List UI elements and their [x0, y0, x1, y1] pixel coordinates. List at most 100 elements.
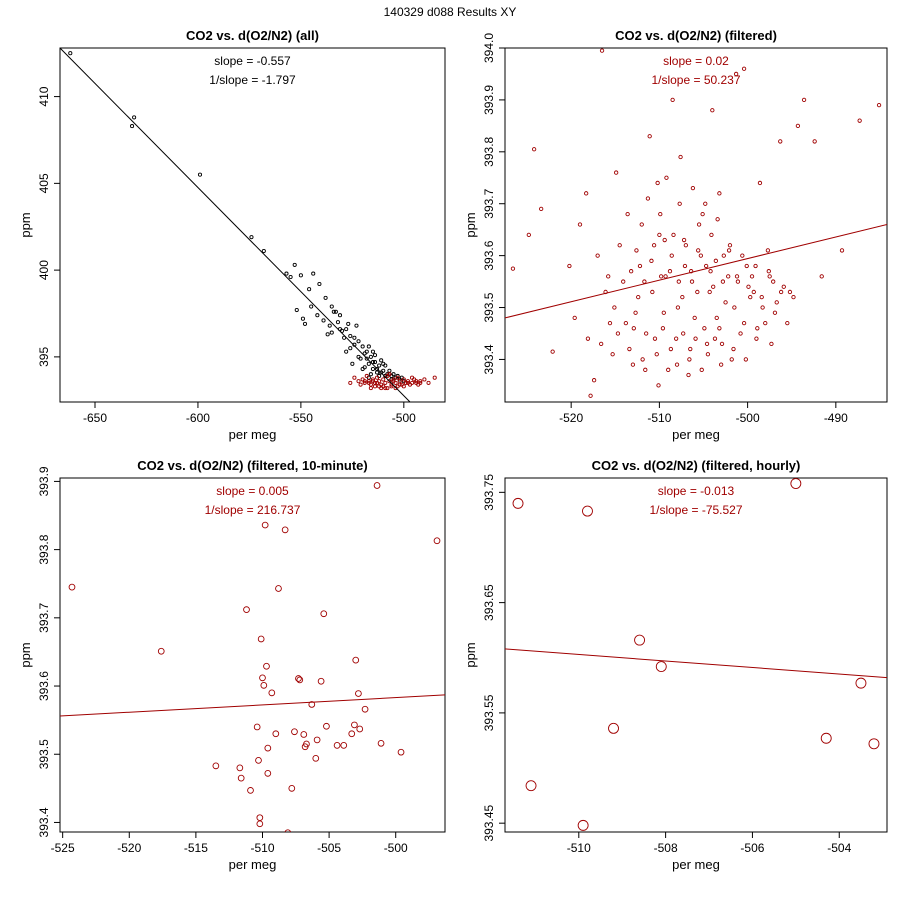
data-point-filtered-10min — [259, 674, 266, 682]
data-point-filtered — [410, 375, 415, 380]
data-point-filtered — [666, 367, 671, 372]
data-point-filtered-10min — [236, 764, 244, 772]
data-point-filtered-10min — [355, 690, 362, 697]
data-point-filtered-10min — [261, 521, 269, 529]
y-axis-label: ppm — [18, 642, 33, 667]
data-point-filtered — [791, 294, 796, 300]
data-point-filtered — [577, 222, 583, 227]
data-point-all — [292, 262, 297, 267]
data-point-filtered — [703, 263, 709, 269]
data-point-filtered — [383, 386, 388, 391]
data-point-filtered — [718, 362, 724, 367]
data-point-all — [333, 309, 338, 314]
data-point-filtered — [370, 379, 375, 384]
data-point-filtered — [410, 380, 415, 385]
slope-annotation: slope = -0.013 — [658, 484, 735, 498]
data-point-all — [309, 304, 314, 309]
data-point-filtered — [778, 289, 784, 295]
data-point-all — [377, 363, 382, 368]
data-point-all — [325, 332, 330, 337]
inverse-slope-annotation: 1/slope = -75.527 — [649, 503, 742, 517]
data-point-filtered — [839, 248, 845, 253]
data-point-filtered — [719, 341, 725, 347]
data-point-filtered — [769, 341, 774, 347]
data-point-all — [360, 344, 365, 349]
data-point-filtered-hourly — [525, 780, 537, 792]
data-point-all — [370, 360, 375, 365]
data-point-all — [366, 344, 371, 349]
data-point-filtered — [366, 379, 371, 384]
data-point-all — [317, 281, 322, 287]
data-point-all — [348, 334, 353, 339]
data-point-all — [261, 248, 266, 254]
data-point-filtered — [366, 380, 371, 385]
x-tick-label: -510 — [250, 841, 274, 855]
data-point-all — [368, 372, 373, 377]
data-point-filtered — [721, 253, 726, 258]
data-point-filtered — [659, 274, 664, 279]
data-point-filtered-10min — [356, 725, 364, 733]
data-point-filtered-10min — [300, 731, 308, 738]
slope-annotation: slope = -0.557 — [214, 54, 291, 68]
data-point-filtered — [660, 326, 666, 331]
regression-line — [60, 694, 445, 717]
data-point-filtered-10min — [243, 606, 250, 613]
data-point-filtered — [658, 211, 663, 217]
data-point-filtered — [539, 206, 544, 212]
data-point-filtered — [713, 258, 718, 263]
data-point-filtered — [572, 315, 577, 321]
data-point-all — [132, 115, 137, 120]
data-point-filtered-10min — [256, 820, 264, 828]
data-point-filtered — [795, 123, 801, 129]
data-point-filtered — [674, 362, 680, 367]
x-tick-label: -505 — [317, 841, 341, 855]
data-point-filtered-10min — [340, 742, 348, 749]
data-point-filtered-10min — [284, 829, 292, 832]
x-tick-label: -506 — [740, 841, 764, 855]
data-point-filtered — [550, 349, 555, 354]
data-points — [68, 51, 437, 391]
data-point-filtered — [405, 380, 410, 385]
data-point-filtered — [781, 284, 786, 289]
data-point-filtered — [391, 377, 396, 382]
data-point-all — [302, 321, 308, 326]
data-point-filtered — [720, 279, 726, 284]
data-point-filtered — [689, 279, 695, 284]
y-tick-label: 393.4 — [37, 807, 51, 837]
x-tick-label: -490 — [824, 411, 848, 425]
data-point-all — [68, 51, 73, 56]
data-point-filtered-10min — [373, 482, 381, 489]
data-point-filtered — [591, 378, 597, 383]
data-point-filtered-10min — [351, 721, 358, 729]
data-point-all — [375, 366, 380, 372]
data-point-filtered — [642, 279, 647, 284]
data-point-filtered — [645, 196, 651, 201]
data-point-filtered — [708, 269, 713, 274]
slope-annotation: slope = 0.02 — [663, 54, 729, 68]
data-point-all — [130, 124, 135, 129]
data-point-filtered — [644, 331, 649, 336]
data-point-filtered — [385, 386, 390, 391]
data-point-filtered-10min — [255, 757, 262, 764]
data-point-filtered — [362, 380, 367, 385]
data-point-all — [327, 323, 332, 328]
data-point-filtered — [631, 326, 636, 331]
panel-title: CO2 vs. d(O2/N2) (filtered, 10-minute) — [137, 458, 367, 473]
data-point-filtered-10min — [433, 537, 441, 545]
data-point-all — [368, 354, 373, 359]
data-point-all — [337, 313, 343, 318]
data-point-filtered-10min — [320, 610, 328, 618]
data-point-filtered — [748, 294, 753, 300]
data-point-filtered — [352, 375, 357, 380]
x-axis-label: per meg — [672, 857, 720, 872]
data-point-filtered — [726, 248, 732, 253]
data-point-all — [350, 361, 355, 366]
data-point-filtered — [690, 185, 696, 191]
data-point-filtered-hourly — [634, 634, 646, 646]
y-tick-label: 393.9 — [37, 466, 51, 496]
data-point-filtered-10min — [296, 676, 304, 684]
slope-annotation: slope = 0.005 — [216, 484, 289, 498]
data-point-all — [391, 372, 396, 377]
data-point-all — [362, 351, 367, 356]
